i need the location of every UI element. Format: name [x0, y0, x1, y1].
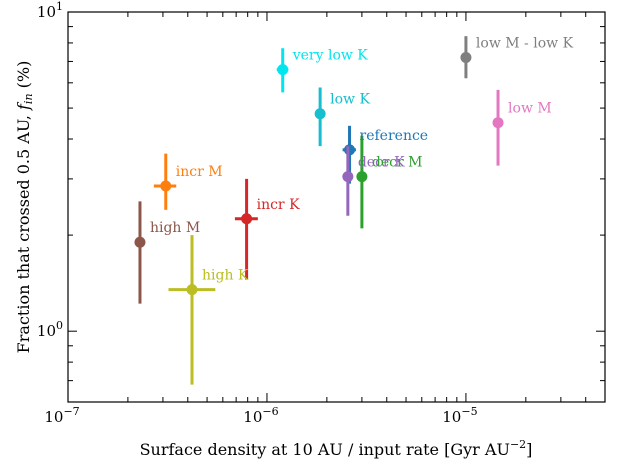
point-marker — [460, 52, 472, 64]
y-axis-label: Fraction that crossed 0.5 AU, fin (%) — [14, 61, 35, 354]
point-label: high K — [202, 268, 249, 284]
point-label: low M — [508, 101, 552, 117]
point-marker — [314, 108, 326, 120]
point-label: very low K — [292, 48, 369, 64]
data-point — [460, 36, 472, 79]
point-marker — [492, 117, 504, 129]
point-label: decr M — [372, 155, 423, 171]
point-label: low M - low K — [476, 36, 574, 52]
data-point — [314, 87, 326, 147]
y-tick-label: 101 — [37, 0, 63, 21]
point-marker — [342, 171, 354, 183]
y-tick-label: 100 — [37, 319, 63, 340]
data-point — [342, 146, 354, 216]
point-labels: very low K low M - low K low K low M referen… — [150, 36, 574, 284]
plot-frame — [67, 11, 606, 403]
x-axis-label-end: ] — [526, 440, 532, 459]
point-marker — [186, 284, 198, 296]
point-label: incr K — [257, 197, 300, 213]
point-label: low K — [330, 92, 370, 108]
data-point — [153, 153, 177, 210]
axis-ticks: 10−7 10−6 10−5 100 101 — [37, 0, 605, 426]
point-label: decr K — [358, 155, 405, 171]
data-point — [492, 89, 504, 166]
point-marker — [241, 213, 253, 225]
point-marker — [134, 236, 146, 248]
point-label: high M — [150, 220, 200, 236]
point-marker — [160, 180, 172, 192]
data-point — [168, 235, 216, 385]
y-axis-label-post: (%) — [14, 61, 33, 94]
data-point — [134, 201, 146, 304]
x-tick-label: 10−7 — [44, 405, 79, 426]
x-tick-label: 10−6 — [243, 405, 278, 426]
data-point — [356, 135, 368, 229]
data-point — [276, 48, 289, 93]
x-axis-label-sup: −2 — [510, 438, 526, 451]
point-marker — [277, 64, 289, 76]
point-label: reference — [360, 128, 429, 144]
point-label: incr M — [176, 164, 223, 180]
x-tick-label: 10−5 — [442, 405, 477, 426]
point-marker — [356, 171, 368, 183]
data-points — [134, 36, 504, 385]
y-axis-label-sub: in — [22, 93, 35, 104]
x-axis-label: Surface density at 10 AU / input rate [G… — [140, 438, 533, 459]
point-marker — [344, 144, 356, 156]
data-point — [234, 178, 258, 280]
y-axis-label-f: f — [14, 101, 33, 111]
